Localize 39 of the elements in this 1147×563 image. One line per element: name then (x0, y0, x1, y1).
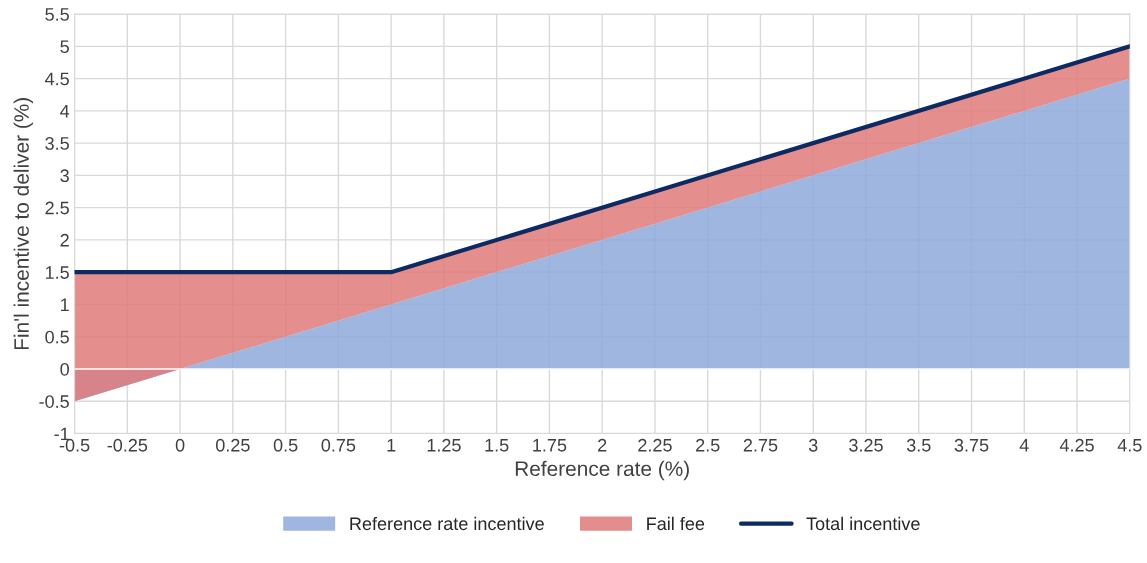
x-tick-label: 4.25 (1059, 438, 1094, 452)
x-tick-label: 3.25 (849, 438, 883, 452)
x-axis-title: Reference rate (%) (515, 460, 689, 481)
x-tick-label: 4 (1019, 439, 1029, 452)
legend-label: Total incentive (806, 516, 920, 531)
x-tick-label: 2.25 (638, 438, 672, 452)
x-tick-label: 0.75 (321, 438, 356, 452)
y-tick-label: 5.5 (45, 8, 69, 21)
y-tick-label: 1 (61, 298, 69, 311)
y-tick-label: 5 (60, 40, 69, 54)
y-tick-label: 2 (60, 233, 69, 247)
y-tick-label: 4.5 (45, 72, 69, 86)
y-tick-label: 4 (60, 104, 70, 118)
x-tick-label: 4.5 (1117, 439, 1142, 452)
y-tick-label: 3 (60, 169, 69, 183)
x-tick-label: 1.25 (427, 438, 461, 452)
x-tick-label: 2 (598, 438, 607, 452)
x-tick-label: 0.25 (215, 438, 250, 452)
x-tick-label: 3 (808, 438, 818, 452)
x-tick-label: 1.5 (485, 439, 509, 452)
x-tick-label: 1.75 (533, 439, 567, 452)
x-tick-label: -0.25 (107, 438, 148, 452)
y-tick-label: 0 (60, 362, 69, 376)
x-tick-label: 2.75 (743, 438, 778, 452)
legend-label: Fail fee (647, 516, 705, 531)
y-tick-label: -0.5 (39, 395, 69, 408)
x-tick-label: 3.5 (906, 438, 931, 452)
y-tick-label: 2.5 (45, 201, 69, 215)
y-tick-label: 1.5 (45, 266, 69, 279)
x-tick-label: 1 (387, 439, 396, 452)
x-tick-label: 2.5 (696, 438, 720, 452)
legend-label: Reference rate incentive (350, 516, 544, 531)
x-tick-label: 0.5 (273, 438, 298, 452)
y-tick-label: 0.5 (45, 330, 69, 344)
y-tick-label: -1 (54, 427, 69, 441)
x-tick-label: 0 (175, 438, 185, 452)
y-axis-title: Fin'l incentive to deliver (%) (13, 98, 34, 350)
x-tick-label: 3.75 (954, 438, 989, 452)
y-tick-label: 3.5 (45, 137, 69, 150)
